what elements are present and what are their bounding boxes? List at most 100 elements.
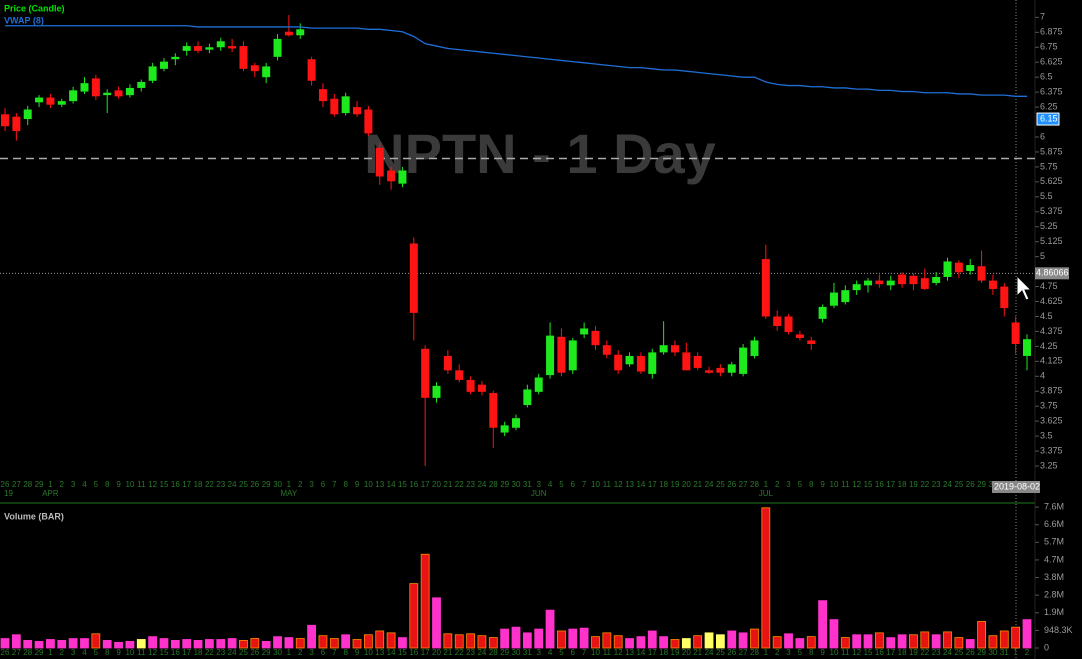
candle-body	[659, 345, 668, 353]
candle-body	[171, 56, 180, 60]
y-tick-label: 1.9M	[1044, 607, 1064, 617]
x-tick-label: 1	[48, 648, 53, 657]
candle-body	[875, 280, 884, 285]
candle-body	[886, 280, 895, 286]
x-tick-label: 22	[455, 648, 464, 657]
volume-bar	[988, 635, 998, 649]
volume-bar	[727, 630, 737, 649]
volume-bar	[738, 632, 748, 649]
x-tick-label: 15	[398, 648, 407, 657]
x-tick-label: 3	[309, 480, 314, 489]
y-tick-label: 948.3K	[1044, 625, 1073, 635]
x-tick-label: 11	[841, 480, 850, 489]
candle-body	[693, 355, 702, 368]
volume-bar	[920, 631, 930, 649]
y-tick-label: 3.5	[1040, 430, 1053, 440]
x-tick-label: 22	[205, 648, 214, 657]
x-tick-label: 7	[582, 480, 587, 489]
x-tick-label: 24	[477, 648, 486, 657]
volume-bar	[568, 628, 578, 649]
candle-body	[841, 290, 850, 303]
x-tick-label: 29	[35, 648, 44, 657]
candle-body	[943, 261, 952, 277]
volume-bar	[488, 637, 498, 649]
x-tick-label: 18	[898, 480, 907, 489]
candle-body	[57, 101, 66, 105]
candle-body	[727, 364, 736, 373]
volume-bar	[443, 633, 453, 649]
x-tick-label: 8	[343, 648, 348, 657]
y-tick-label: 6.875	[1040, 27, 1063, 37]
x-tick-label: 28	[750, 480, 759, 489]
candle-body	[205, 47, 214, 50]
candle-body	[318, 89, 327, 102]
candle-body	[807, 340, 816, 344]
x-tick-label: 1	[48, 480, 53, 489]
x-tick-label: 27	[739, 648, 748, 657]
month-label: JUN	[531, 489, 547, 498]
x-tick-label: 26	[1, 480, 10, 489]
x-tick-label: 8	[343, 480, 348, 489]
x-tick-label: 15	[160, 648, 169, 657]
volume-bar	[23, 640, 33, 649]
candle-body	[398, 170, 407, 184]
x-tick-label: 23	[466, 480, 475, 489]
month-label: APR	[42, 489, 59, 498]
volume-bar	[318, 635, 328, 649]
x-tick-label: 24	[943, 648, 952, 657]
x-tick-label: 26	[966, 480, 975, 489]
candle-body	[568, 340, 577, 371]
volume-bar	[909, 634, 918, 649]
x-tick-label: 31	[1000, 648, 1009, 657]
x-tick-label: 30	[512, 480, 521, 489]
x-tick-label: 18	[898, 648, 907, 657]
x-tick-label: 1	[287, 648, 292, 657]
x-tick-label: 5	[94, 480, 99, 489]
y-tick-label: 3.8M	[1044, 572, 1064, 582]
volume-bar	[409, 583, 419, 649]
candle-body	[159, 61, 168, 69]
candle-body	[602, 345, 611, 355]
x-tick-label: 13	[375, 480, 384, 489]
cursor-date-label: 2019-08-02	[994, 481, 1040, 491]
x-tick-label: 9	[116, 648, 121, 657]
x-tick-label: 22	[455, 480, 464, 489]
x-tick-label: 16	[409, 480, 418, 489]
x-tick-label: 14	[636, 480, 645, 489]
x-tick-label: 26	[1, 648, 10, 657]
candle-body	[466, 379, 475, 392]
y-tick-label: 4	[1040, 371, 1045, 381]
x-tick-label: 3	[71, 480, 76, 489]
candle-body	[580, 328, 589, 335]
x-tick-label: 8	[105, 648, 110, 657]
candle-body	[773, 316, 782, 327]
volume-bar	[466, 633, 475, 649]
volume-bar	[613, 635, 623, 649]
x-tick-label: 5	[559, 648, 564, 657]
candle-body	[920, 278, 929, 289]
x-tick-label: 9	[355, 480, 360, 489]
candle-body	[80, 83, 89, 92]
y-tick-label: 0	[1044, 642, 1049, 652]
y-tick-label: 7	[1040, 12, 1045, 22]
cursor-date-box	[992, 481, 1040, 493]
x-tick-label: 16	[171, 480, 180, 489]
volume-bar	[602, 632, 612, 649]
candle-body	[35, 97, 44, 103]
x-tick-label: 20	[682, 648, 691, 657]
candle-body	[148, 66, 157, 81]
volume-bar	[114, 641, 123, 649]
volume-bar	[761, 507, 771, 649]
x-tick-label: 25	[716, 648, 725, 657]
month-label: JUL	[759, 489, 774, 498]
x-tick-label: 3	[786, 648, 791, 657]
volume-bar	[375, 630, 385, 649]
x-tick-label: 21	[443, 648, 452, 657]
x-tick-label: 25	[954, 480, 963, 489]
volume-bar	[216, 639, 226, 649]
x-tick-label: 22	[920, 480, 929, 489]
candle-body	[909, 275, 918, 285]
volume-bar	[750, 628, 759, 649]
candle-body	[705, 370, 714, 373]
